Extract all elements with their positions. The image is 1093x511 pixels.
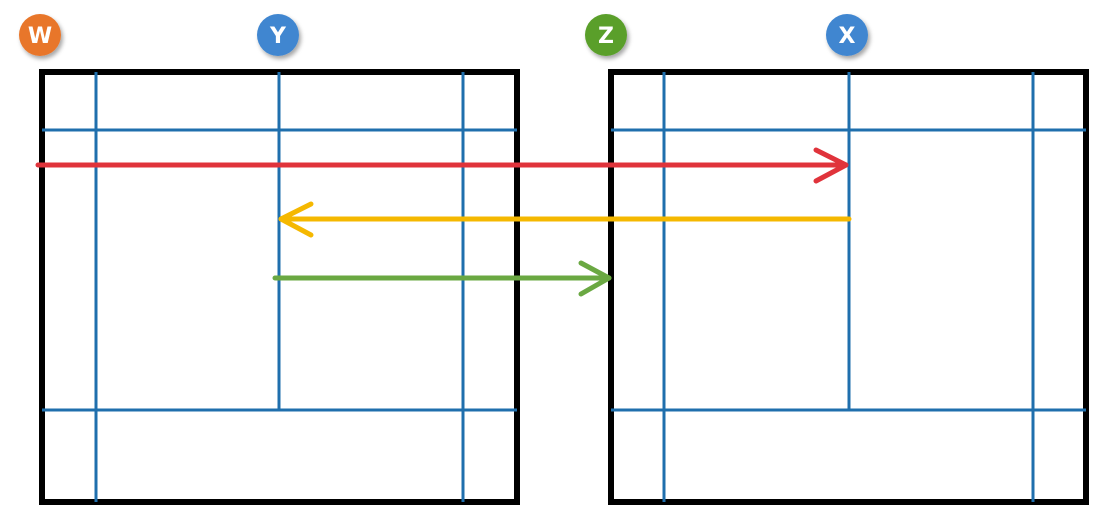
badge-y-label: Y — [269, 24, 287, 49]
right-panel-grid — [611, 72, 1086, 502]
badge-z-circle — [585, 14, 627, 56]
badge-z-label: Z — [598, 24, 614, 49]
badge-x: X — [826, 14, 868, 56]
badge-y-circle — [257, 14, 299, 56]
green-arrow-head — [578, 260, 612, 297]
red-arrow — [35, 147, 849, 184]
badge-x-label: X — [839, 24, 856, 49]
red-arrow-head — [813, 147, 849, 184]
right-panel — [608, 69, 1089, 505]
badge-z: Z — [585, 14, 627, 56]
yellow-arrow — [278, 201, 852, 238]
badge-w-circle — [19, 14, 61, 56]
left-panel — [39, 69, 520, 505]
yellow-arrow-head — [278, 201, 314, 238]
left-panel-grid — [42, 72, 517, 502]
badge-x-circle — [826, 14, 868, 56]
badge-w-label: W — [28, 24, 52, 49]
badge-w: W — [19, 14, 61, 56]
badge-y: Y — [257, 14, 299, 56]
green-arrow — [272, 260, 612, 297]
